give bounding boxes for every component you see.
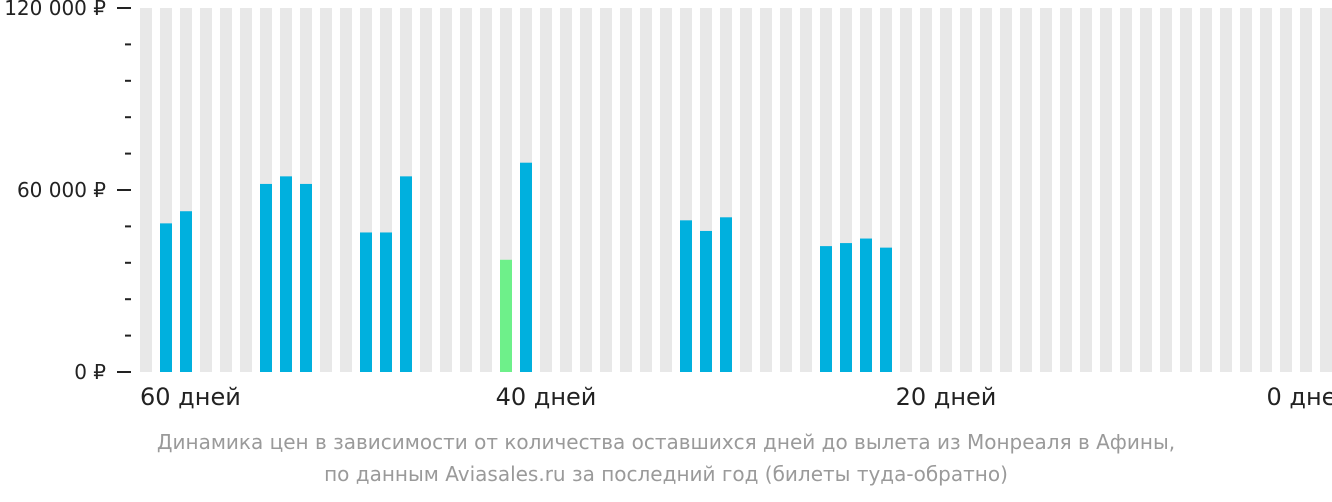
grid-column	[920, 8, 932, 372]
x-axis: 60 дней 40 дней 20 дней 0 дней	[140, 383, 1332, 411]
grid-column	[340, 8, 352, 372]
grid-column	[220, 8, 232, 372]
price-bars	[160, 162, 892, 372]
grid-column	[1260, 8, 1272, 372]
grid-column	[200, 8, 212, 372]
grid-column	[540, 8, 552, 372]
grid-column	[800, 8, 812, 372]
price-bar[interactable]	[720, 217, 732, 372]
min-price-bar[interactable]	[500, 259, 512, 372]
price-bar[interactable]	[280, 176, 292, 372]
grid-column	[1080, 8, 1092, 372]
grid-column	[1160, 8, 1172, 372]
grid-column	[900, 8, 912, 372]
grid-column	[560, 8, 572, 372]
price-bar[interactable]	[880, 247, 892, 372]
price-bar[interactable]	[380, 232, 392, 372]
grid-column	[1320, 8, 1332, 372]
price-bar[interactable]	[300, 183, 312, 372]
y-tick-label: 60 000 ₽	[17, 178, 106, 202]
price-bar[interactable]	[680, 220, 692, 372]
grid-column	[740, 8, 752, 372]
grid-column	[980, 8, 992, 372]
grid-column	[420, 8, 432, 372]
grid-column	[1220, 8, 1232, 372]
grid-column	[1140, 8, 1152, 372]
price-bar[interactable]	[400, 176, 412, 372]
grid-column	[1000, 8, 1012, 372]
price-bar[interactable]	[520, 162, 532, 372]
grid-column	[240, 8, 252, 372]
price-bar[interactable]	[260, 183, 272, 372]
price-bar[interactable]	[840, 243, 852, 372]
chart-caption-line-1: Динамика цен в зависимости от количества…	[156, 430, 1176, 454]
price-bar[interactable]	[820, 246, 832, 372]
grid-column	[1020, 8, 1032, 372]
grid-column	[460, 8, 472, 372]
grid-column	[660, 8, 672, 372]
x-tick-label: 0 дней	[1266, 383, 1332, 411]
x-tick-label: 40 дней	[496, 383, 597, 411]
grid-column	[1300, 8, 1312, 372]
grid-column	[1240, 8, 1252, 372]
grid-column	[1120, 8, 1132, 372]
grid-column	[580, 8, 592, 372]
grid-column	[480, 8, 492, 372]
grid-column	[780, 8, 792, 372]
x-tick-label: 20 дней	[896, 383, 997, 411]
grid-column	[620, 8, 632, 372]
grid-column	[940, 8, 952, 372]
price-bar[interactable]	[160, 223, 172, 372]
grid-column	[760, 8, 772, 372]
y-tick-label: 0 ₽	[74, 360, 106, 384]
grid-column	[140, 8, 152, 372]
x-tick-label: 60 дней	[140, 383, 241, 411]
grid-column	[320, 8, 332, 372]
grid-column	[1280, 8, 1292, 372]
grid-column	[1040, 8, 1052, 372]
y-tick-label: 120 000 ₽	[4, 0, 106, 20]
price-bar[interactable]	[360, 232, 372, 372]
grid-column	[600, 8, 612, 372]
grid-column	[640, 8, 652, 372]
grid-column	[1100, 8, 1112, 372]
grid-column	[1180, 8, 1192, 372]
grid-column	[1060, 8, 1072, 372]
grid-column	[960, 8, 972, 372]
grid-column	[440, 8, 452, 372]
chart-caption-line-2: по данным Aviasales.ru за последний год …	[324, 462, 1008, 486]
price-bar[interactable]	[700, 230, 712, 372]
price-bar[interactable]	[860, 238, 872, 372]
y-axis: 0 ₽ 60 000 ₽ 120 000 ₽	[4, 0, 131, 384]
background-columns	[140, 8, 1332, 372]
price-bar[interactable]	[180, 211, 192, 372]
grid-column	[1200, 8, 1212, 372]
